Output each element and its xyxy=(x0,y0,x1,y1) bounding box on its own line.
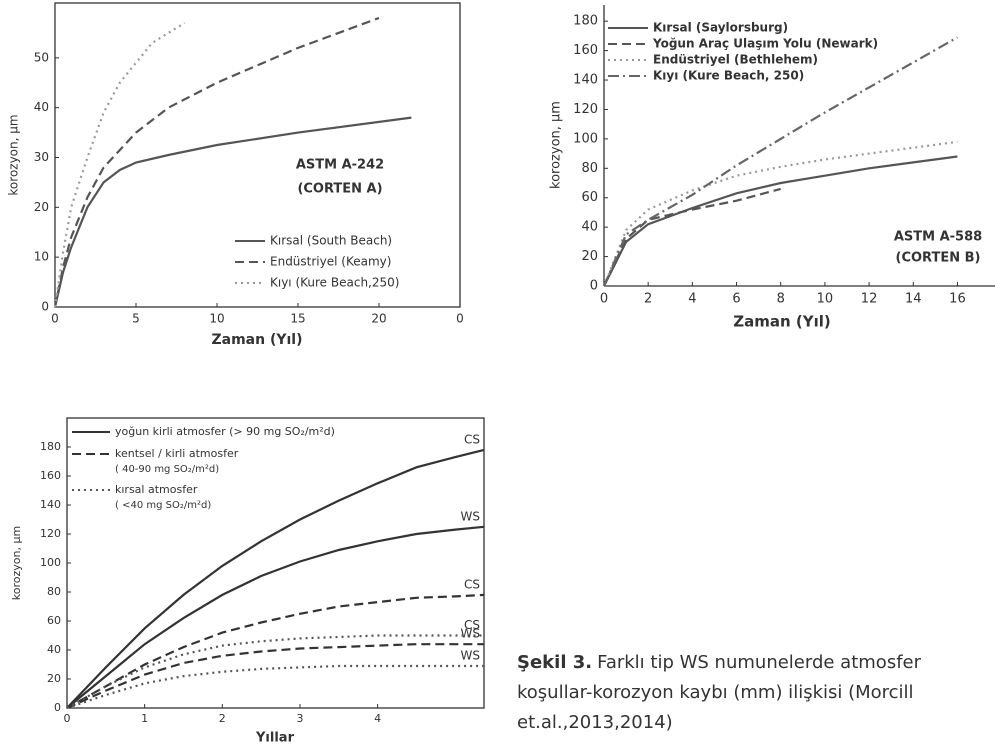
y-axis-label: korozyon, µm xyxy=(549,101,564,189)
legend-label: kentsel / kirli atmosfer xyxy=(115,447,239,460)
series-line xyxy=(53,116,412,308)
x-axis-label: Zaman (Yıl) xyxy=(733,313,831,331)
x-axis-label: Yıllar xyxy=(255,731,295,746)
y-tick-label: 50 xyxy=(34,50,49,64)
y-tick-label: 180 xyxy=(40,440,61,453)
series-line xyxy=(66,664,484,710)
legend-label: Kıyı (Kure Beach,250) xyxy=(270,276,399,290)
legend-label: Kıyı (Kure Beach, 250) xyxy=(653,69,804,83)
y-axis-label: korozyon, µm xyxy=(10,526,23,600)
legend-label: Endüstriyel (Keamy) xyxy=(270,255,391,269)
y-tick-label: 20 xyxy=(34,200,49,214)
y-tick-label: 20 xyxy=(47,672,61,685)
y-tick-label: 160 xyxy=(40,469,61,482)
x-tick-label: 3 xyxy=(296,712,303,725)
series-line xyxy=(603,155,958,287)
x-tick-label: 0 xyxy=(51,312,59,326)
x-tick-label: 1 xyxy=(141,712,148,725)
curve-label: CS xyxy=(464,432,480,446)
plot-frame xyxy=(66,417,485,709)
x-tick-label: 6 xyxy=(732,292,740,307)
y-tick-label: 0 xyxy=(590,279,598,294)
y-tick-label: 20 xyxy=(581,249,598,264)
caption-text: koşullar-korozyon kaybı (mm) ilişkisi (M… xyxy=(517,682,914,703)
y-tick-label: 140 xyxy=(40,498,61,511)
curve-label: CS xyxy=(464,577,480,591)
x-tick-label: 15 xyxy=(290,312,305,326)
x-tick-label: 4 xyxy=(374,712,381,725)
series-line xyxy=(53,16,380,308)
series-line xyxy=(53,21,186,308)
series-line xyxy=(66,525,485,709)
y-tick-label: 40 xyxy=(34,100,49,114)
y-tick-label: 80 xyxy=(581,161,598,176)
y-tick-label: 100 xyxy=(573,131,598,146)
legend-label: Yoğun Araç Ulaşım Yolu (Newark) xyxy=(652,37,878,51)
series-line xyxy=(603,187,781,287)
x-tick-label: 0 xyxy=(64,712,71,725)
legend-label: Kırsal (South Beach) xyxy=(270,234,392,248)
series-line xyxy=(66,448,485,709)
y-tick-label: 30 xyxy=(34,150,49,164)
legend-note: ( <40 mg SO₂/m²d) xyxy=(115,500,211,511)
y-tick-label: 40 xyxy=(47,643,61,656)
y-tick-label: 100 xyxy=(40,556,61,569)
caption-text: et.al.,2013,2014) xyxy=(517,712,673,733)
y-tick-label: 60 xyxy=(47,614,61,627)
x-tick-label: 0 xyxy=(600,292,608,307)
annotation: (CORTEN A) xyxy=(297,182,382,197)
x-tick-label: 8 xyxy=(777,292,785,307)
caption-text: Farklı tip WS numunelerde atmosfer xyxy=(597,652,921,673)
caption-label: Şekil 3. xyxy=(517,652,592,673)
y-tick-label: 40 xyxy=(581,220,598,235)
x-tick-label: 10 xyxy=(817,292,834,307)
x-tick-label: 16 xyxy=(949,292,966,307)
curve-label: WS xyxy=(461,509,480,523)
series-line xyxy=(602,36,958,287)
y-tick-label: 160 xyxy=(573,43,598,58)
annotation: (CORTEN B) xyxy=(896,251,981,266)
x-axis-label: Zaman (Yıl) xyxy=(211,332,302,348)
y-axis-label: korozyon, µm xyxy=(7,114,21,195)
series-line xyxy=(66,643,484,710)
x-tick-label: 10 xyxy=(209,312,224,326)
x-tick-label: 4 xyxy=(688,292,696,307)
y-tick-label: 0 xyxy=(54,701,61,714)
x-tick-label: 14 xyxy=(905,292,922,307)
y-tick-label: 10 xyxy=(34,250,49,264)
legend-label: yoğun kirli atmosfer (> 90 mg SO₂/m²d) xyxy=(115,425,335,438)
y-tick-label: 80 xyxy=(47,585,61,598)
legend-label: Endüstriyel (Bethlehem) xyxy=(653,53,818,67)
legend-label: kırsal atmosfer xyxy=(115,483,198,496)
x-tick-label: 5 xyxy=(132,312,140,326)
y-tick-label: 120 xyxy=(573,102,598,117)
legend-note: ( 40-90 mg SO₂/m²d) xyxy=(115,464,219,475)
x-tick-label: 20 xyxy=(371,312,386,326)
annotation: ASTM A-588 xyxy=(894,230,982,245)
curve-label: WS xyxy=(461,627,480,641)
y-tick-label: 140 xyxy=(573,73,598,88)
annotation: ASTM A-242 xyxy=(296,158,384,173)
x-tick-label: 2 xyxy=(219,712,226,725)
y-tick-label: 120 xyxy=(40,527,61,540)
curve-label: WS xyxy=(461,648,480,662)
plot-frame xyxy=(54,2,461,308)
x-tick-label: 12 xyxy=(861,292,878,307)
y-tick-label: 180 xyxy=(573,14,598,29)
x-tick-label: 2 xyxy=(644,292,652,307)
x-tick-label: 0 xyxy=(456,312,464,326)
y-tick-label: 60 xyxy=(581,190,598,205)
curve-label: CS xyxy=(464,618,480,632)
legend-label: Kırsal (Saylorsburg) xyxy=(653,21,788,35)
y-tick-label: 0 xyxy=(41,300,49,314)
